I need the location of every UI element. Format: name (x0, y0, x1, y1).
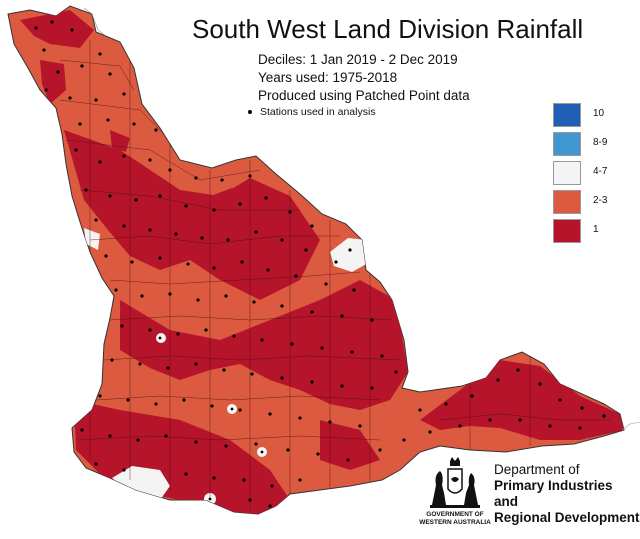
legend-item: 2-3 (553, 190, 623, 219)
station-dot-icon (248, 110, 252, 115)
northern-boundary-line (83, 7, 107, 37)
department-line-3: Regional Development (494, 510, 640, 525)
legend-item: 4-7 (553, 161, 623, 190)
decile-1-regions (20, 10, 624, 514)
legend-swatch (553, 161, 581, 185)
department-line-2: Primary Industries and (494, 478, 613, 509)
government-line-2: WESTERN AUSTRALIA (419, 519, 491, 526)
legend-label: 1 (593, 224, 599, 235)
legend-item: 1 (553, 219, 623, 248)
legend-swatch (553, 219, 581, 243)
stations-note-label: Stations used in analysis (260, 106, 376, 118)
department-line-1: Department of (494, 462, 580, 477)
department-logo-text: Department of Primary Industries and Reg… (494, 462, 640, 526)
data-source-note: Produced using Patched Point data (258, 88, 470, 103)
legend-swatch (553, 103, 581, 127)
government-line-1: GOVERNMENT OF (426, 511, 484, 518)
legend-label: 2-3 (593, 195, 608, 206)
station-markers (34, 20, 606, 508)
legend-item: 10 (553, 103, 623, 132)
decile-legend: 10 8-9 4-7 2-3 1 (553, 103, 623, 248)
legend-swatch (553, 132, 581, 156)
government-caption: GOVERNMENT OF WESTERN AUSTRALIA (405, 511, 505, 527)
legend-label: 4-7 (593, 166, 608, 177)
legend-item: 8-9 (553, 132, 623, 161)
legend-label: 10 (593, 108, 605, 119)
deciles-period: Deciles: 1 Jan 2019 - 2 Dec 2019 (258, 52, 458, 67)
legend-label: 8-9 (593, 137, 608, 148)
stations-legend-note: Stations used in analysis (248, 106, 376, 118)
coat-of-arms-icon (430, 457, 480, 508)
map-title: South West Land Division Rainfall (192, 14, 584, 44)
legend-swatch (553, 190, 581, 214)
years-used: Years used: 1975-2018 (258, 70, 398, 85)
eastern-boundary-line (621, 421, 640, 431)
